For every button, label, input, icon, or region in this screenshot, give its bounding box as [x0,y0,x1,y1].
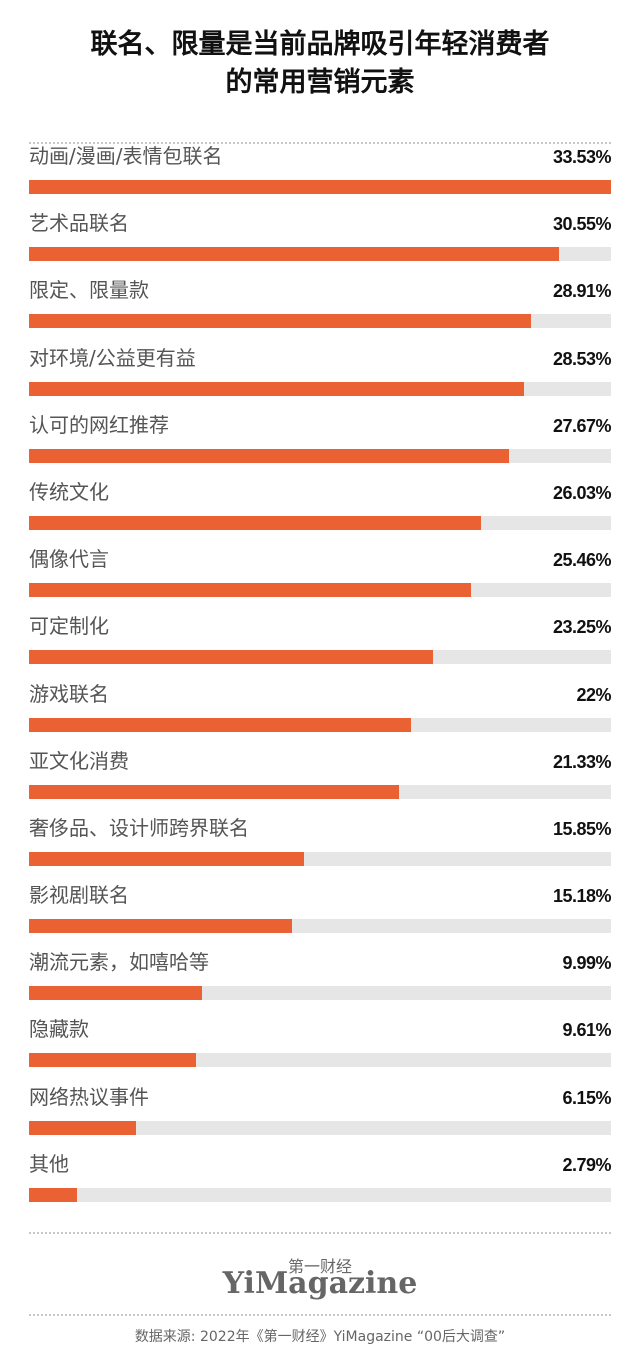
bar-label: 偶像代言 [29,547,109,572]
bar-value: 2.79% [562,1154,611,1175]
bar-row: 隐藏款 9.61% [29,1013,611,1080]
bar-track [29,1120,611,1135]
bar-row: 亚文化消费 21.33% [29,745,612,812]
chart-title-line-2: 的常用营销元素 [225,67,415,98]
bar-track [29,583,611,598]
bar-label: 可定制化 [29,614,109,639]
bar-track [29,986,611,1001]
bar-label: 影视剧联名 [29,883,129,908]
bar-value: 30.55% [552,214,612,235]
data-source: 数据来源: 2022年《第一财经》YiMagazine “00后大调查” [134,1329,506,1345]
bar-fill [29,784,400,799]
bar-fill [29,583,471,598]
bar-fill [29,1053,196,1068]
bar-track [29,851,611,866]
divider-top [29,142,611,144]
bar-row: 限定、限量款 28.91% [29,274,612,341]
bar-row: 网络热议事件 6.15% [29,1081,611,1148]
bar-track [29,650,611,665]
bar-row: 奢侈品、设计师跨界联名 15.85% [29,812,612,879]
bar-track [29,180,611,194]
bar-fill [29,381,525,396]
logo-yimagazine: YiMagazine [222,1266,418,1301]
bar-fill [29,650,433,665]
bar-fill [29,515,481,530]
bar-value: 25.46% [552,550,612,571]
chart-title: 联名、限量是当前品牌吸引年轻消费者 的常用营销元素 [0,26,640,102]
bar-fill [29,1187,78,1202]
bar-value: 27.67% [552,415,612,436]
bar-label: 亚文化消费 [29,748,129,773]
bar-track [29,247,611,262]
bar-fill [29,1120,136,1135]
bar-label: 隐藏款 [29,1017,89,1042]
bar-fill [29,986,203,1001]
bar-label: 网络热议事件 [29,1084,149,1109]
bar-value: 15.85% [552,818,612,839]
bar-track [29,1053,611,1068]
bar-value: 23.25% [552,617,612,638]
bar-fill [29,247,560,262]
bar-value: 28.53% [552,348,612,369]
bar-track [29,1187,611,1202]
bar-row: 偶像代言 25.46% [29,543,612,610]
bar-label: 传统文化 [29,479,109,504]
bar-label: 对环境/公益更有益 [29,345,196,370]
bar-fill [29,717,411,732]
bar-row: 动画/漫画/表情包联名 33.53% [29,140,612,207]
bar-value: 33.53% [552,147,612,167]
bar-label: 奢侈品、设计师跨界联名 [29,815,249,840]
bar-track [29,919,611,934]
bar-value: 22% [576,684,611,705]
bar-label: 限定、限量款 [29,278,149,303]
bar-value: 15.18% [552,886,612,907]
bar-label: 艺术品联名 [29,211,129,236]
bar-track [29,314,611,329]
bar-value: 28.91% [552,281,612,302]
bar-value: 9.61% [562,1020,611,1041]
bar-label: 认可的网红推荐 [29,412,169,437]
bar-fill [29,448,510,463]
bar-row: 传统文化 26.03% [29,476,612,543]
logo-chinese: 第一财经 [287,1257,352,1276]
bar-row: 对环境/公益更有益 28.53% [29,342,612,409]
bar-track [29,448,611,463]
bar-track [29,381,611,396]
divider-middle [29,1232,611,1234]
bar-track [29,515,611,530]
bar-row: 认可的网红推荐 27.67% [29,409,612,476]
bar-row: 其他 2.79% [29,1148,611,1215]
bar-label: 动画/漫画/表情包联名 [29,144,223,168]
bar-chart: 动画/漫画/表情包联名 33.53% 艺术品联名 30.55% 限定、限量款 28.91%… [29,140,612,1215]
bar-row: 潮流元素，如嘻哈等 9.99% [29,946,611,1013]
bar-label: 游戏联名 [29,681,109,706]
bar-value: 9.99% [562,953,611,974]
bar-fill [29,314,531,329]
bar-fill [29,851,305,866]
bar-track [29,784,611,799]
bar-fill [29,919,293,934]
bar-fill [29,180,611,194]
chart-title-line-1: 联名、限量是当前品牌吸引年轻消费者 [90,29,550,60]
divider-bottom [29,1314,611,1316]
bar-label: 其他 [29,1151,69,1176]
bar-row: 艺术品联名 30.55% [29,207,612,274]
bar-label: 潮流元素，如嘻哈等 [29,950,209,975]
bar-value: 6.15% [562,1087,611,1108]
bar-row: 影视剧联名 15.18% [29,879,612,946]
bar-row: 可定制化 23.25% [29,610,612,677]
bar-track [29,717,611,732]
bar-value: 21.33% [552,751,612,772]
bar-row: 游戏联名 22% [29,678,611,745]
bar-value: 26.03% [552,482,612,503]
